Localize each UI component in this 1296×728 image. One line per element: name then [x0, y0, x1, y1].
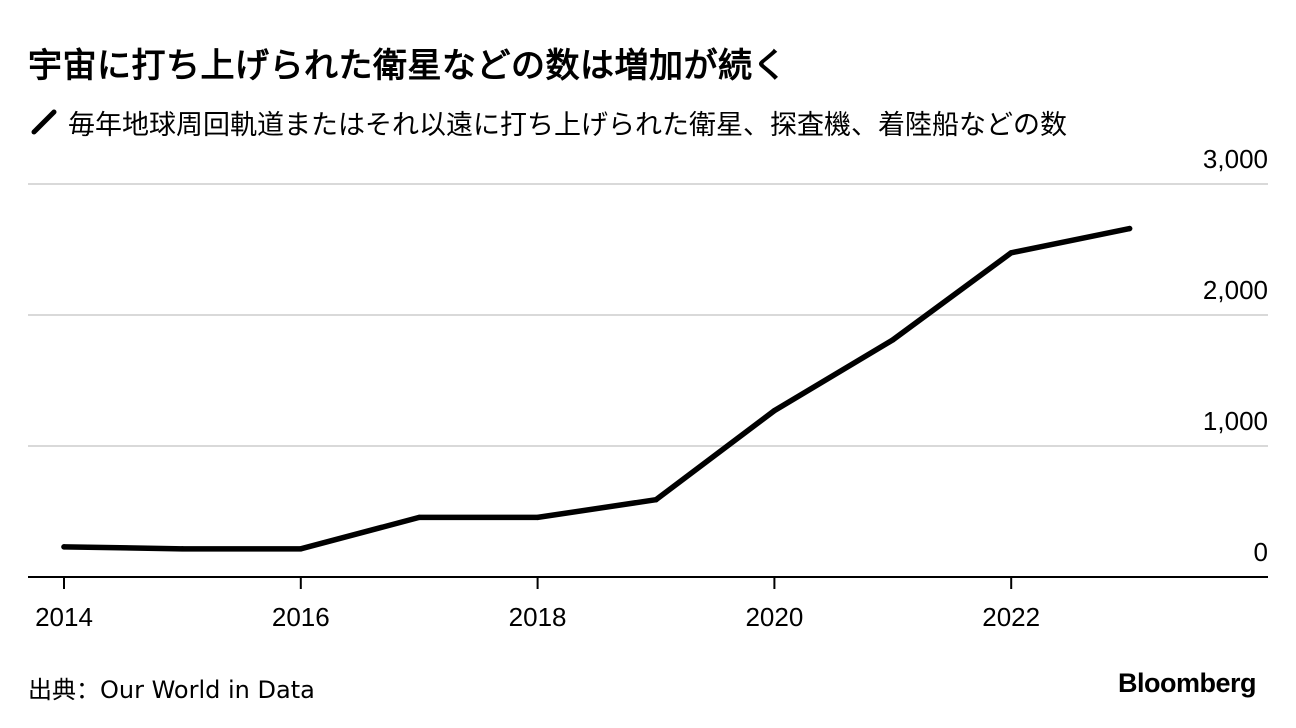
legend-line-icon — [31, 109, 57, 135]
data-point-2022 — [1008, 250, 1014, 256]
y-tick-label: 0 — [1254, 537, 1268, 567]
data-point-2018 — [534, 514, 541, 521]
x-tick-label: 2018 — [509, 602, 567, 632]
data-point-2019 — [653, 497, 659, 503]
y-tick-label: 1,000 — [1203, 406, 1268, 436]
chart-title: 宇宙に打ち上げられた衛星などの数は増加が続く — [28, 46, 787, 86]
data-point-2023 — [1126, 225, 1133, 232]
data-point-2014 — [61, 544, 67, 550]
x-tick-label: 2020 — [745, 602, 803, 632]
y-tick-label: 2,000 — [1203, 275, 1268, 305]
data-point-2015 — [179, 546, 186, 552]
x-tick-label: 2016 — [272, 602, 330, 632]
data-point-2017 — [416, 514, 422, 521]
gridlines — [28, 183, 1268, 447]
data-point-2016 — [298, 546, 304, 552]
series-line — [61, 225, 1133, 552]
legend-label: 毎年地球周回軌道またはそれ以遠に打ち上げられた衛星、探査機、着陸船などの数 — [68, 109, 1067, 141]
data-point-2021 — [890, 337, 896, 343]
data-point-2020 — [771, 407, 778, 414]
x-tick-label: 2022 — [982, 602, 1040, 632]
y-axis-ticks: 0 1,000 2,000 3,000 — [1203, 144, 1268, 567]
bloomberg-logo: Bloomberg — [1117, 668, 1257, 698]
legend: 毎年地球周回軌道またはそれ以遠に打ち上げられた衛星、探査機、着陸船などの数 — [30, 104, 1067, 141]
data-points — [61, 225, 1133, 552]
y-tick-label: 3,000 — [1203, 144, 1268, 174]
x-tick-label: 2014 — [35, 602, 93, 632]
source-note: 出典：Our World in Data — [28, 676, 315, 704]
x-axis-ticks: 2014 2016 2018 2020 2022 — [35, 577, 1040, 632]
